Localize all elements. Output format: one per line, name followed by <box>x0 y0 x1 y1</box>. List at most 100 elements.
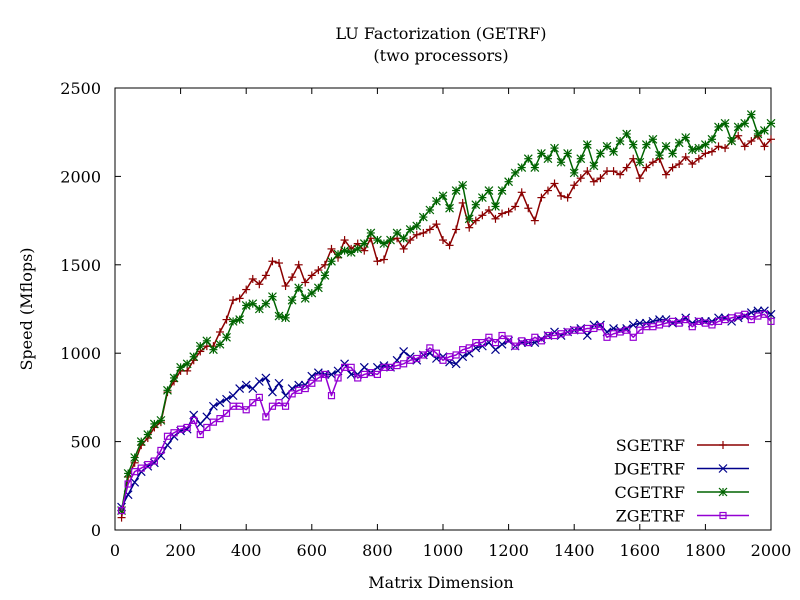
data-point-sgetrf <box>399 244 408 253</box>
data-point-cgetrf <box>622 129 632 139</box>
data-point-sgetrf <box>511 202 520 211</box>
data-point-sgetrf <box>222 315 231 324</box>
data-point-sgetrf <box>550 179 559 188</box>
data-point-dgetrf <box>628 320 638 330</box>
data-point-cgetrf <box>353 244 363 254</box>
data-point-cgetrf <box>235 315 245 325</box>
data-point-zgetrf <box>262 413 270 421</box>
data-point-cgetrf <box>491 202 500 211</box>
data-point-cgetrf <box>766 118 776 128</box>
data-point-sgetrf <box>242 285 251 294</box>
data-point-zgetrf <box>432 349 441 357</box>
data-point-sgetrf <box>662 170 671 179</box>
series-cgetrf <box>117 110 776 515</box>
data-point-cgetrf <box>123 468 133 478</box>
data-point-cgetrf <box>746 110 756 119</box>
data-point-cgetrf <box>668 148 678 158</box>
data-point-dgetrf <box>327 369 336 379</box>
data-point-sgetrf <box>609 167 618 176</box>
data-point-cgetrf <box>182 359 192 369</box>
data-point-cgetrf <box>412 221 422 231</box>
data-point-cgetrf <box>596 148 605 158</box>
data-point-sgetrf <box>668 163 677 172</box>
data-point-sgetrf <box>648 158 657 167</box>
data-point-sgetrf <box>530 216 539 225</box>
data-point-cgetrf <box>530 163 540 172</box>
data-point-dgetrf <box>635 318 645 328</box>
data-point-cgetrf <box>720 118 730 128</box>
data-point-sgetrf <box>307 271 316 280</box>
data-point-sgetrf <box>340 236 349 245</box>
data-point-sgetrf <box>379 255 388 264</box>
data-point-zgetrf <box>334 374 342 382</box>
data-point-cgetrf <box>366 228 376 238</box>
data-point-sgetrf <box>314 266 323 275</box>
data-point-sgetrf <box>406 236 415 245</box>
data-point-sgetrf <box>622 163 631 172</box>
data-point-dgetrf <box>582 331 592 340</box>
data-point-sgetrf <box>616 170 625 179</box>
data-point-cgetrf <box>609 147 618 157</box>
data-point-zgetrf <box>157 446 165 455</box>
data-point-cgetrf <box>458 180 468 190</box>
data-point-cgetrf <box>432 196 441 206</box>
data-point-zgetrf <box>682 316 690 324</box>
data-point-zgetrf <box>150 457 158 465</box>
data-point-dgetrf <box>307 371 317 381</box>
data-point-cgetrf <box>386 235 395 245</box>
data-point-cgetrf <box>687 145 697 155</box>
data-point-sgetrf <box>570 181 579 190</box>
legend-item-dgetrf: DGETRF <box>614 460 749 479</box>
chart-title: LU Factorization (GETRF) <box>336 24 547 43</box>
data-point-zgetrf <box>255 393 263 401</box>
data-point-sgetrf <box>721 144 730 153</box>
data-point-cgetrf <box>681 133 691 142</box>
data-point-sgetrf <box>288 273 297 282</box>
data-point-zgetrf <box>190 416 198 424</box>
data-point-cgetrf <box>543 154 553 164</box>
data-point-zgetrf <box>478 338 486 347</box>
data-point-zgetrf <box>308 379 316 387</box>
data-point-sgetrf <box>707 147 716 156</box>
data-point-sgetrf <box>760 142 769 151</box>
series-layer <box>117 110 776 522</box>
data-point-dgetrf <box>241 380 251 390</box>
data-point-cgetrf <box>661 141 671 151</box>
x-tick-label: 800 <box>362 541 393 560</box>
data-point-sgetrf <box>701 149 710 158</box>
data-point-cgetrf <box>477 193 487 203</box>
data-point-dgetrf <box>261 373 271 383</box>
data-point-cgetrf <box>536 148 546 158</box>
data-point-cgetrf <box>655 150 664 160</box>
data-point-dgetrf <box>228 391 238 401</box>
legend-item-sgetrf: SGETRF <box>616 436 749 455</box>
x-axis-label: Matrix Dimension <box>368 573 513 592</box>
data-point-cgetrf <box>510 168 520 178</box>
data-point-sgetrf <box>301 278 310 287</box>
data-point-dgetrf <box>130 477 140 487</box>
legend-marker <box>718 487 728 497</box>
x-tick-label: 1000 <box>423 541 464 560</box>
data-point-dgetrf <box>254 377 264 386</box>
data-point-cgetrf <box>484 186 494 195</box>
data-point-cgetrf <box>760 126 769 135</box>
data-point-sgetrf <box>281 282 290 291</box>
data-point-sgetrf <box>563 193 572 202</box>
data-point-zgetrf <box>301 384 309 393</box>
y-tick-label: 0 <box>91 521 101 540</box>
data-point-sgetrf <box>255 280 264 289</box>
data-point-cgetrf <box>215 339 225 349</box>
data-point-dgetrf <box>359 362 369 372</box>
legend-label: CGETRF <box>614 483 685 502</box>
data-point-dgetrf <box>451 359 461 369</box>
data-point-dgetrf <box>281 391 290 401</box>
data-point-cgetrf <box>130 453 140 462</box>
x-tick-label: 1800 <box>685 541 726 560</box>
data-point-zgetrf <box>511 342 519 350</box>
y-axis-label: Speed (Mflops) <box>17 247 36 370</box>
data-point-dgetrf <box>746 308 756 317</box>
data-point-dgetrf <box>222 394 231 404</box>
data-point-sgetrf <box>734 131 743 140</box>
data-point-dgetrf <box>399 347 409 356</box>
data-point-cgetrf <box>714 122 723 132</box>
